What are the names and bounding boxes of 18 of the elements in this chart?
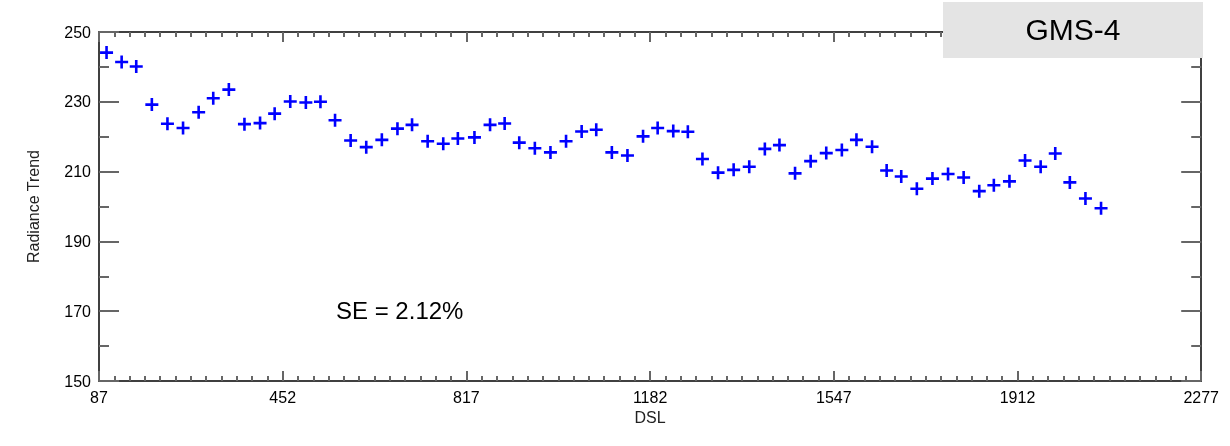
y-tick-label: 230	[64, 93, 92, 111]
title-box: GMS-4	[943, 2, 1203, 58]
x-tick-label: 817	[453, 388, 480, 406]
y-axis-title: Radiance Trend	[24, 150, 42, 263]
y-tick-label: 150	[64, 372, 92, 390]
x-tick-label: 452	[269, 388, 297, 406]
y-tick-label: 190	[64, 232, 92, 250]
y-tick-label: 250	[64, 23, 92, 41]
chart-title: GMS-4	[1025, 13, 1121, 47]
y-tick-label: 170	[64, 302, 92, 320]
y-tick-label: 210	[64, 163, 92, 181]
x-tick-label: 1182	[632, 388, 668, 406]
x-axis-title: DSL	[634, 409, 666, 427]
x-tick-label: 1912	[999, 388, 1036, 406]
x-tick-label: 87	[90, 388, 108, 406]
x-tick-label: 2277	[1183, 388, 1220, 406]
x-tick-label: 1547	[816, 388, 852, 406]
annotation: SE = 2.12%	[336, 296, 464, 324]
